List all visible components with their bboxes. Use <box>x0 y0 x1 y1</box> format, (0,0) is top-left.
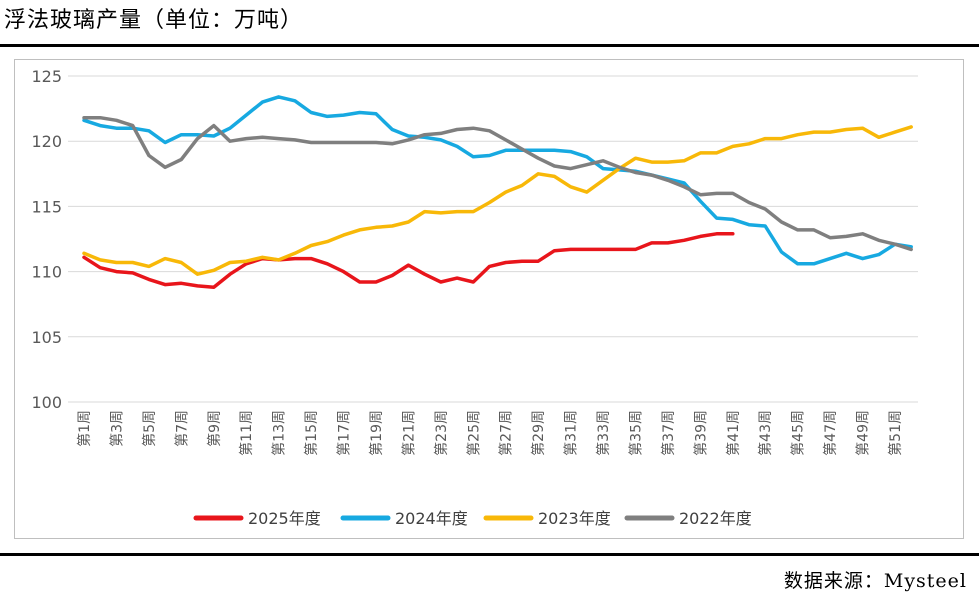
x-tick-label: 第23周 <box>433 410 450 456</box>
data-source-note: 数据来源：Mysteel <box>783 570 967 592</box>
x-tick-label: 第37周 <box>660 410 677 456</box>
x-tick-label: 第7周 <box>173 410 190 447</box>
series-line-2023年度 <box>82 125 913 276</box>
legend-label: 2022年度 <box>679 509 752 528</box>
legend-label: 2025年度 <box>248 509 321 528</box>
x-tick-label: 第1周 <box>76 410 93 447</box>
x-tick-label: 第13周 <box>271 410 288 456</box>
x-tick-label: 第51周 <box>887 410 904 456</box>
x-tick-label: 第45周 <box>790 410 807 456</box>
x-tick-label: 第29周 <box>530 410 547 456</box>
x-tick-label: 第39周 <box>692 410 709 456</box>
x-axis-ticks: 第1周 第3周 第5周 第7周 第9周 第11周 第13周 第15周 第17周 第19周 第21周第… <box>76 410 904 456</box>
x-tick-label: 第5周 <box>141 410 158 447</box>
legend-label: 2024年度 <box>395 509 468 528</box>
series-lines <box>82 95 913 289</box>
chart-title: 浮法玻璃产量（单位：万吨） <box>4 8 304 33</box>
bottom-divider <box>0 553 979 556</box>
x-tick-label: 第3周 <box>108 410 125 447</box>
x-tick-label: 第33周 <box>595 410 612 456</box>
x-tick-label: 第21周 <box>400 410 417 456</box>
x-tick-label: 第41周 <box>725 410 742 456</box>
x-tick-label: 第19周 <box>368 410 385 456</box>
x-tick-label: 第27周 <box>498 410 515 456</box>
x-tick-label: 第11周 <box>238 410 255 456</box>
x-tick-label: 第35周 <box>627 410 644 456</box>
series-line-2022年度 <box>82 115 913 252</box>
x-tick-label: 第31周 <box>563 410 580 456</box>
legend-label: 2023年度 <box>538 509 611 528</box>
y-tick-label: 120 <box>31 132 62 151</box>
y-tick-label: 115 <box>31 197 62 216</box>
x-tick-label: 第9周 <box>206 410 223 447</box>
x-tick-label: 第47周 <box>822 410 839 456</box>
y-axis-ticks: 100 105 110 115 120 125 <box>31 67 62 412</box>
y-tick-label: 125 <box>31 67 62 86</box>
x-tick-label: 第17周 <box>336 410 353 456</box>
series-line-2025年度 <box>82 232 735 289</box>
x-tick-label: 第43周 <box>757 410 774 456</box>
y-tick-label: 105 <box>31 328 62 347</box>
x-tick-label: 第25周 <box>465 410 482 456</box>
y-tick-label: 110 <box>31 263 62 282</box>
y-tick-label: 100 <box>31 393 62 412</box>
chart-frame <box>14 59 964 539</box>
legend: 2025年度 2024年度 2023年度 2022年度 <box>193 509 752 528</box>
grid-lines <box>68 75 918 403</box>
x-tick-label: 第15周 <box>303 410 320 456</box>
top-divider <box>0 44 979 47</box>
x-tick-label: 第49周 <box>855 410 872 456</box>
series-line-2024年度 <box>82 95 913 266</box>
